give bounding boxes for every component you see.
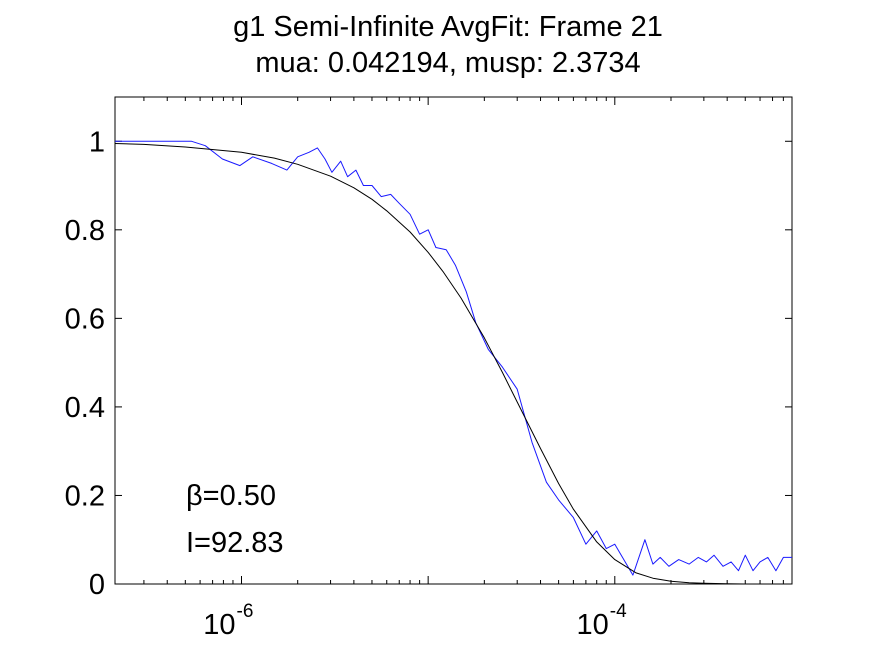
- x-tick-label-exponent: -6: [237, 601, 254, 622]
- y-tick-label: 1: [89, 126, 105, 158]
- x-tick-label-base: 10: [577, 609, 609, 641]
- series-layer: [114, 140, 792, 585]
- fit-g1-series: [114, 143, 792, 585]
- plot-area: [114, 96, 793, 585]
- x-axis-ticks: 10 -6 10 -4: [143, 97, 784, 641]
- y-tick-label: 0.6: [65, 303, 105, 335]
- y-tick-label: 0: [89, 569, 105, 601]
- y-axis-ticks: 0 0.2 0.4 0.6 0.8 1: [65, 126, 792, 601]
- y-tick-label: 0.4: [65, 392, 105, 424]
- beta-annotation: β=0.50: [186, 480, 276, 512]
- y-tick-label: 0.2: [65, 480, 105, 512]
- x-tick-label-base: 10: [203, 609, 235, 641]
- intensity-annotation: I=92.83: [186, 527, 284, 559]
- chart-subtitle: mua: 0.042194, musp: 2.3734: [255, 47, 640, 79]
- x-tick-label-exponent: -4: [610, 601, 627, 622]
- measured-g1-series: [115, 140, 792, 576]
- y-tick-label: 0.8: [65, 215, 105, 247]
- chart-title: g1 Semi-Infinite AvgFit: Frame 21: [233, 11, 663, 43]
